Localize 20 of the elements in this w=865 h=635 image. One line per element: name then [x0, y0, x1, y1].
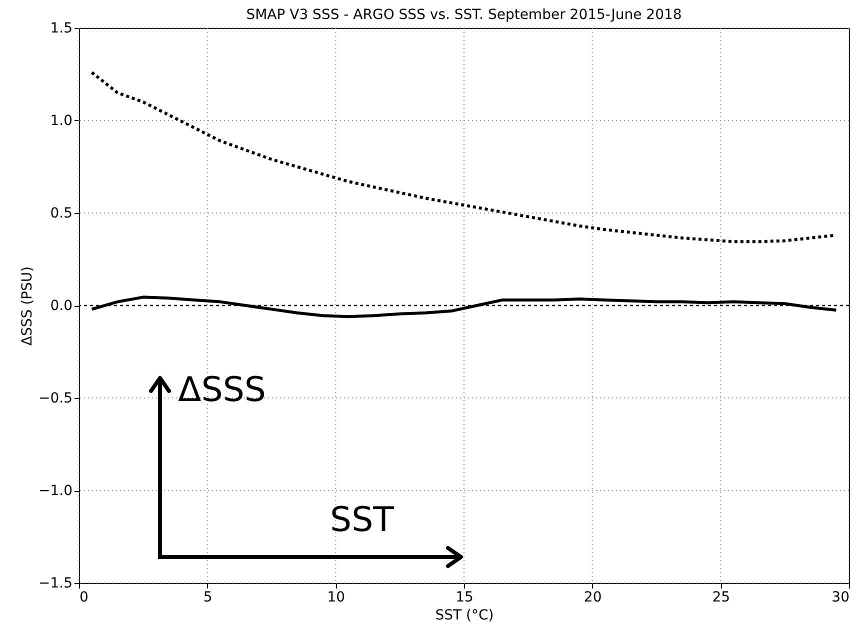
x-tick-label: 30 — [832, 590, 850, 606]
x-tick-label: 25 — [712, 590, 730, 606]
y-axis-title: ΔSSS (PSU) — [20, 266, 36, 346]
line-series — [90, 70, 838, 244]
y-tick-label: 1.5 — [50, 20, 72, 36]
annotation: SST — [330, 500, 394, 540]
y-tick-label: −1.0 — [38, 483, 72, 499]
annotation: ΔSSS — [178, 370, 266, 410]
x-tick-label: 5 — [203, 590, 212, 606]
x-tick-label: 15 — [456, 590, 474, 606]
y-tick-label: −0.5 — [38, 390, 72, 406]
x-tick-label: 20 — [584, 590, 602, 606]
y-tick-label: 1.0 — [50, 113, 72, 129]
x-tick-label: 10 — [327, 590, 346, 606]
y-tick-label: −1.5 — [38, 576, 72, 592]
x-tick-label: 0 — [80, 590, 88, 606]
chart-title: SMAP V3 SSS - ARGO SSS vs. SST. September 2015-June 2018 — [245, 7, 683, 24]
x-axis-title: SST (°C) — [435, 608, 494, 624]
y-tick-label: 0.5 — [50, 206, 72, 222]
y-tick-label: 0.0 — [50, 298, 72, 314]
